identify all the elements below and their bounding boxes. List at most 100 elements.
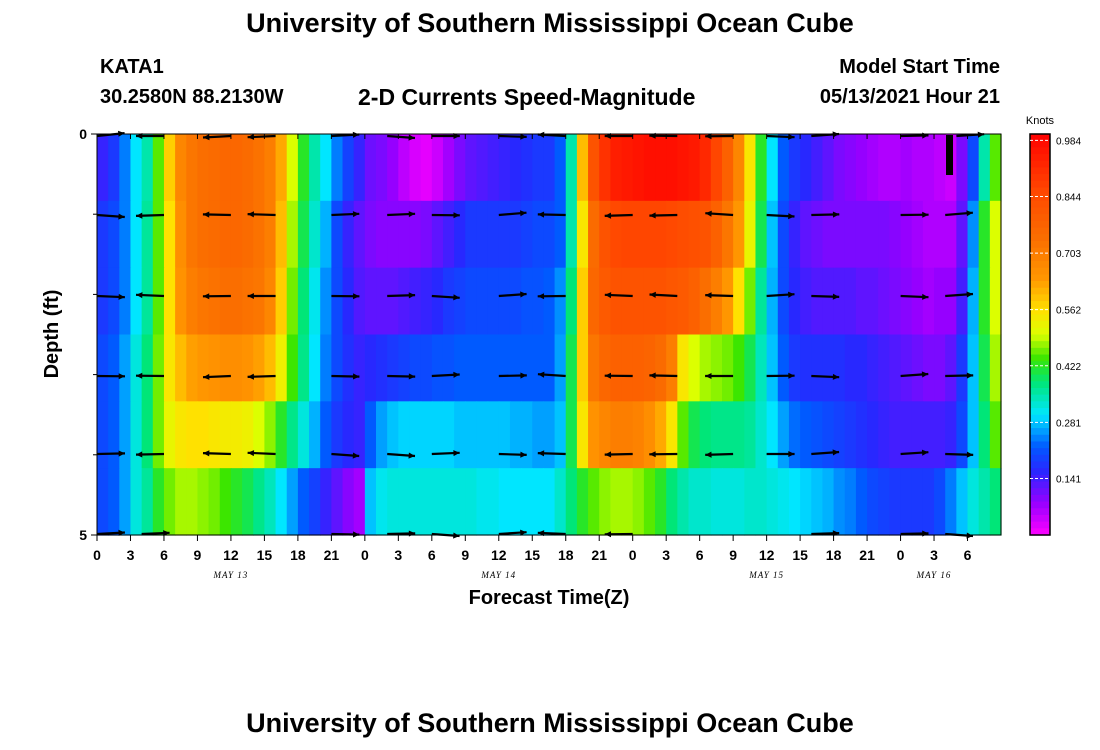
y-axis-label: Depth (ft)	[41, 290, 63, 379]
vector-arrowhead	[921, 371, 929, 378]
heat-cell	[197, 200, 210, 269]
colorbar-segment	[1030, 140, 1050, 148]
x-tick-label: 3	[662, 547, 670, 563]
vector-arrowhead	[537, 450, 545, 457]
heat-cell	[610, 200, 623, 269]
heat-cell	[733, 468, 745, 536]
heat-cell	[454, 267, 466, 336]
colorbar-tick-label: 0.984	[1056, 136, 1081, 147]
heat-cell	[398, 468, 411, 536]
heat-cell	[487, 134, 500, 202]
heat-cell	[376, 267, 388, 336]
heat-cell	[956, 334, 969, 402]
colorbar-segment	[1030, 481, 1050, 489]
vector-arrowhead	[453, 532, 460, 539]
heat-cell	[230, 334, 243, 402]
heat-cell	[744, 334, 757, 402]
heat-cell	[376, 468, 388, 536]
heat-cell	[353, 401, 366, 469]
vector-arrowhead	[203, 373, 210, 380]
x-axis-ticks: 0 3 6 9 12 15 18 21 0 3 6 9 12 15 18 21 0 3 6 9 12 15 18 21 0 3 6	[93, 134, 972, 563]
colorbar-segment	[1030, 381, 1050, 389]
heat-cell	[186, 334, 199, 402]
heat-cell	[643, 401, 656, 469]
heat-cell	[253, 134, 266, 202]
heat-cell	[230, 134, 243, 202]
heat-cell	[967, 200, 980, 269]
heat-cell	[822, 468, 835, 536]
heat-cell	[152, 267, 165, 336]
heat-cell	[119, 401, 132, 469]
colorbar-segment	[1030, 180, 1050, 189]
colorbar-segment	[1030, 281, 1050, 289]
heat-cell	[398, 267, 411, 336]
colorbar-segment	[1030, 367, 1050, 376]
heat-cell	[331, 134, 344, 202]
heat-cell	[353, 134, 366, 202]
heat-cell	[576, 334, 589, 402]
heat-cell	[889, 134, 902, 202]
colorbar-segment	[1030, 387, 1050, 396]
heat-cell	[989, 267, 1002, 336]
heat-cell	[788, 401, 801, 469]
colorbar-tick-label: 0.422	[1056, 362, 1081, 373]
vector-arrowhead	[604, 212, 612, 219]
vector-arrowhead	[408, 211, 416, 218]
heat-cell	[822, 200, 835, 269]
heat-cell	[844, 401, 857, 469]
colorbar-segment	[1030, 167, 1050, 175]
heat-cell	[108, 468, 120, 536]
heat-cell	[755, 134, 768, 202]
colorbar-segment	[1030, 521, 1050, 529]
vector-arrowhead	[118, 529, 125, 536]
heat-cell	[543, 134, 556, 202]
colorbar-segment	[1030, 227, 1050, 235]
vector-arrowhead	[203, 134, 210, 141]
colorbar-segment	[1030, 147, 1050, 155]
colorbar-segment	[1030, 394, 1050, 402]
vector-arrowhead	[604, 451, 612, 458]
heat-cell	[175, 401, 187, 469]
colorbar-segment	[1030, 247, 1050, 255]
vector-arrowhead	[118, 293, 125, 300]
heat-cell	[97, 200, 109, 269]
heat-cell	[844, 267, 857, 336]
heat-cell	[387, 334, 399, 402]
heat-cell	[498, 267, 511, 336]
heat-cell	[97, 334, 109, 402]
heat-cell	[387, 267, 399, 336]
heat-cell	[655, 334, 667, 402]
heat-cell	[922, 267, 935, 336]
heat-cell	[833, 267, 846, 336]
heat-cell	[699, 134, 712, 202]
y-tick-label: 0	[79, 126, 87, 142]
heat-cell	[208, 200, 221, 269]
colorbar-segment	[1030, 421, 1050, 429]
vector-arrowhead	[353, 373, 360, 380]
heat-cell	[487, 401, 500, 469]
x-tick-label: 9	[461, 547, 469, 563]
heat-cell	[554, 134, 567, 202]
heat-cell	[275, 468, 288, 536]
heat-cell	[632, 468, 645, 536]
heat-cell	[509, 401, 522, 469]
vector-arrowhead	[604, 531, 611, 538]
heat-cell	[554, 267, 567, 336]
heat-cell	[163, 134, 176, 202]
colorbar-segment	[1030, 408, 1050, 416]
heat-cell	[119, 267, 132, 336]
heat-cell	[978, 200, 991, 269]
heat-cell	[186, 134, 199, 202]
vector-arrowhead	[966, 210, 973, 217]
heat-cell	[376, 200, 388, 269]
colorbar-segment	[1030, 347, 1050, 356]
heat-cell	[588, 334, 600, 402]
heat-cell	[699, 401, 712, 469]
heat-cell	[911, 200, 924, 269]
vector-arrowhead	[453, 450, 460, 457]
x-tick-label: 0	[361, 547, 369, 563]
vector-arrowhead	[352, 211, 360, 218]
heat-cell	[398, 200, 411, 269]
heat-cell	[878, 267, 890, 336]
colorbar-segment	[1030, 194, 1050, 202]
